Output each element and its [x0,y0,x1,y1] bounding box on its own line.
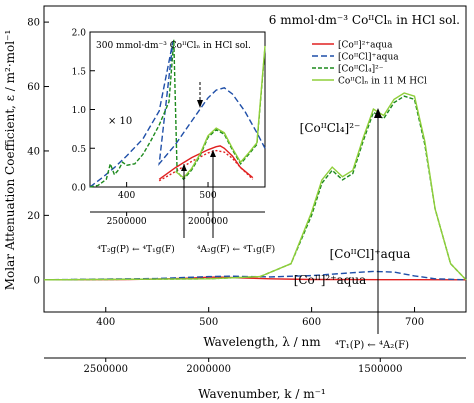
x-tick-label: 600 [302,317,321,328]
y-tick-label: 0.5 [72,145,87,155]
main-title: 6 mmol·dm⁻³ CoᴵᴵClₙ in HCl sol. [269,13,460,27]
y-tick-label: 0 [34,275,40,286]
x2-tick-label: 2500000 [107,217,147,227]
x-tick-label: 500 [199,191,216,201]
main-xlabel: Wavelength, λ / nm [203,335,321,349]
main-ylabel: Molar Attenuation Coefficient, ε / m²·mo… [3,30,17,290]
inset-series [89,39,266,188]
main-series [43,92,467,281]
x-tick-label: 700 [405,317,424,328]
legend-label: [CoᴵᴵCl₄]²⁻ [338,65,384,75]
annotation-label: [CoᴵᴵCl]⁺aqua [330,247,411,261]
main-x2label: Wavenumber, k / m⁻¹ [198,387,325,401]
series-line [43,270,467,281]
y-tick-label: 80 [27,18,40,29]
legend-label: [Coᴵᴵ]²⁺aqua [338,41,393,51]
series-line [43,92,467,281]
annotation-label: ⁴T₁(P) ← ⁴A₂(F) [335,340,409,351]
inset-arrowhead [181,164,187,171]
series-line [158,145,254,180]
legend-label: [CoᴵᴵCl]⁺aqua [338,53,399,63]
y-tick-label: 1.5 [72,67,87,77]
inset-arrowhead [210,150,216,157]
inset-dashed-arrowhead [197,100,203,108]
y-tick-label: 2.0 [72,29,87,39]
inset-annotation-label: ⁴T₂g(P) ← ⁴T₁g(F) [97,244,175,255]
x2-tick-label: 2000000 [188,217,228,227]
x2-tick-label: 2000000 [186,364,231,375]
inset-annotation-label: ⁴A₂g(F) ← ⁴T₁g(F) [197,244,275,255]
legend-label: CoᴵᴵClₙ in 11 M HCl [338,77,427,87]
main-chart: 0 20 40 60 80 400 500 600 700 2500000 2000000 15000… [3,5,467,401]
annotation-label: [Coᴵᴵ]²⁺aqua [294,273,367,287]
x-tick-label: 400 [96,317,115,328]
y-tick-label: 0.0 [72,184,87,194]
y-tick-label: 60 [27,82,40,93]
series-line [89,41,266,188]
inset-ticks: 0.0 0.5 1.0 1.5 2.0 400 500 2500000 2000000 [72,29,229,228]
y-tick-label: 1.0 [72,106,87,116]
x2-tick-label: 1500000 [358,364,403,375]
main-plot-frame [43,5,467,313]
x2-tick-label: 2500000 [83,364,128,375]
inset-annotations: ⁴T₂g(P) ← ⁴T₁g(F) ⁴A₂g(F) ← ⁴T₁g(F) [97,82,275,255]
series-line [175,45,266,179]
inset-title: 300 mmol·dm⁻³ CoᴵᴵClₙ in HCl sol. [96,41,251,51]
x-tick-label: 500 [199,317,218,328]
transition-arrowhead [374,108,382,118]
inset-scale-label: × 10 [108,116,132,127]
y-tick-label: 40 [27,146,40,157]
inset-chart: 0.0 0.5 1.0 1.5 2.0 400 500 2500000 2000000 300 … [72,29,275,256]
main-annotations: [CoᴵᴵCl₄]²⁻ [CoᴵᴵCl]⁺aqua [Coᴵᴵ]²⁺aqua ⁴T₁(… [294,108,411,351]
x-tick-label: 400 [118,191,135,201]
series-line [158,149,254,182]
annotation-label: [CoᴵᴵCl₄]²⁻ [300,121,361,135]
y-tick-label: 20 [27,211,40,222]
main-ticks: 0 20 40 60 80 400 500 600 700 2500000 2000000 15000… [27,18,424,375]
legend: [Coᴵᴵ]²⁺aqua [CoᴵᴵCl]⁺aqua [CoᴵᴵCl₄]²⁻ Coᴵᴵ… [312,41,427,87]
